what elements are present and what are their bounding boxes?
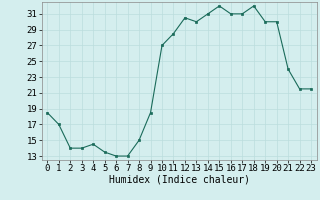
X-axis label: Humidex (Indice chaleur): Humidex (Indice chaleur) (109, 175, 250, 185)
